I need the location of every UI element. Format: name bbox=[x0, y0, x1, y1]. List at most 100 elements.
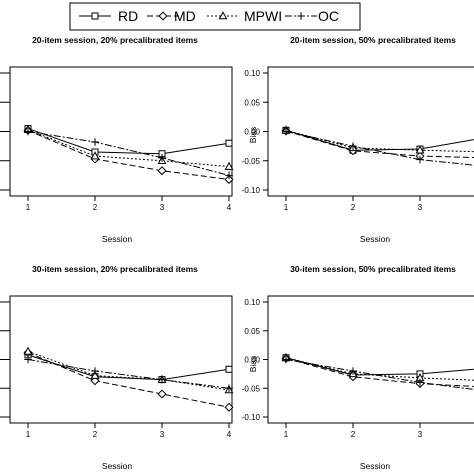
panel-30-item-20pct: 30-item session, 20% precalibrated items… bbox=[0, 264, 234, 471]
y-tick-label: 0.10 bbox=[244, 69, 260, 78]
point-oc-2 bbox=[349, 367, 357, 375]
x-tick-label-1: 1 bbox=[284, 203, 289, 212]
series-oc bbox=[24, 127, 233, 180]
x-tick-label-4: 4 bbox=[227, 430, 232, 439]
y-tick-label: 0.05 bbox=[244, 327, 260, 336]
point-mpwi-2 bbox=[90, 370, 100, 379]
y-tick-label: -0.10 bbox=[242, 413, 261, 422]
series-line-md bbox=[27, 352, 230, 408]
x-tick-label-1: 1 bbox=[26, 203, 31, 212]
x-axis-label: Session bbox=[360, 234, 391, 244]
x-axis-label: Session bbox=[360, 461, 391, 471]
point-oc-4 bbox=[225, 384, 233, 393]
series-oc bbox=[282, 127, 474, 166]
y-tick-label: 0.10 bbox=[244, 298, 260, 307]
x-axis-label: Session bbox=[102, 461, 133, 471]
y-axis-label: Bias bbox=[248, 127, 258, 144]
point-mpwi-2 bbox=[90, 151, 100, 160]
point-oc-1 bbox=[282, 355, 290, 364]
point-mpwi-3 bbox=[415, 145, 425, 154]
point-md-4 bbox=[224, 174, 234, 184]
plot-frame bbox=[267, 295, 474, 424]
series-line-oc bbox=[27, 359, 230, 389]
legend-label-oc: OC bbox=[318, 8, 339, 24]
point-oc-1 bbox=[24, 127, 32, 136]
series-mpwi bbox=[23, 346, 234, 394]
series-rd bbox=[282, 126, 474, 154]
series-line-mpwi bbox=[285, 129, 474, 153]
x-tick-label-2: 2 bbox=[93, 203, 98, 212]
series-line-rd bbox=[285, 129, 474, 151]
series-md bbox=[23, 125, 234, 184]
x-axis-label: Session bbox=[102, 234, 133, 244]
legend-marker-oc bbox=[297, 12, 305, 20]
x-tick-label-3: 3 bbox=[418, 203, 423, 212]
series-oc bbox=[24, 355, 233, 393]
y-tick-label: -0.05 bbox=[242, 384, 261, 393]
panel-title: 30-item session, 50% precalibrated items bbox=[290, 264, 456, 274]
y-tick-label: 0.05 bbox=[244, 98, 260, 107]
y-tick-label: 0.00 bbox=[244, 128, 260, 137]
x-tick-label-2: 2 bbox=[93, 430, 98, 439]
series-mpwi bbox=[281, 125, 474, 154]
x-tick-label-1: 1 bbox=[284, 430, 289, 439]
series-line-oc bbox=[285, 131, 474, 166]
y-tick-label: -0.10 bbox=[242, 186, 261, 195]
legend-marker-mpwi bbox=[218, 11, 228, 20]
y-tick-label: 0.00 bbox=[244, 356, 260, 365]
x-tick-label-4: 4 bbox=[227, 203, 232, 212]
point-oc-3 bbox=[416, 155, 424, 164]
series-rd bbox=[282, 354, 474, 379]
x-tick-label-3: 3 bbox=[418, 430, 423, 439]
series-line-oc bbox=[285, 359, 474, 390]
series-mpwi bbox=[23, 124, 234, 170]
panel-title: 20-item session, 50% precalibrated items bbox=[290, 35, 456, 45]
legend-label-md: MD bbox=[174, 8, 196, 24]
y-tick-label: -0.05 bbox=[242, 157, 261, 166]
series-line-mpwi bbox=[285, 357, 474, 381]
point-md-3 bbox=[157, 389, 167, 399]
point-mpwi-1 bbox=[23, 346, 33, 355]
series-line-mpwi bbox=[27, 350, 230, 391]
x-tick-label-1: 1 bbox=[26, 430, 31, 439]
panel-20-item-50pct: 20-item session, 50% precalibrated items… bbox=[242, 35, 474, 244]
legend-label-rd: RD bbox=[118, 8, 138, 24]
x-tick-label-3: 3 bbox=[160, 203, 165, 212]
panel-20-item-20pct: 20-item session, 20% precalibrated items… bbox=[0, 35, 234, 244]
series-line-rd bbox=[285, 357, 474, 376]
point-oc-2 bbox=[91, 138, 99, 146]
x-tick-label-3: 3 bbox=[160, 430, 165, 439]
x-tick-label-2: 2 bbox=[351, 430, 356, 439]
point-md-3 bbox=[157, 166, 167, 176]
point-rd-4 bbox=[225, 139, 233, 147]
series-rd bbox=[24, 125, 233, 158]
panel-title: 30-item session, 20% precalibrated items bbox=[32, 264, 198, 274]
legend-marker-md bbox=[158, 11, 168, 21]
point-oc-1 bbox=[24, 355, 32, 364]
legend-marker-rd bbox=[91, 12, 99, 20]
point-rd-4 bbox=[225, 365, 233, 373]
point-oc-3 bbox=[416, 378, 424, 387]
series-md bbox=[23, 348, 234, 412]
panel-30-item-50pct: 30-item session, 50% precalibrated items… bbox=[242, 264, 474, 471]
series-line-md bbox=[285, 130, 474, 158]
point-oc-4 bbox=[225, 171, 233, 180]
series-line-oc bbox=[27, 131, 230, 176]
series-line-md bbox=[27, 129, 230, 180]
series-oc bbox=[282, 355, 474, 390]
plot-frame bbox=[9, 66, 233, 197]
y-axis-label: Bias bbox=[248, 356, 258, 373]
x-tick-label-2: 2 bbox=[351, 203, 356, 212]
series-line-mpwi bbox=[27, 129, 230, 168]
point-oc-2 bbox=[91, 367, 99, 375]
legend-label-mpwi: MPWI bbox=[244, 8, 282, 24]
series-line-rd bbox=[27, 354, 230, 381]
point-oc-2 bbox=[349, 142, 357, 150]
plot-frame bbox=[267, 66, 474, 197]
point-md-4 bbox=[224, 402, 234, 412]
point-oc-3 bbox=[158, 154, 166, 162]
point-oc-1 bbox=[282, 127, 290, 136]
series-line-md bbox=[285, 357, 474, 387]
point-mpwi-4 bbox=[224, 161, 234, 170]
